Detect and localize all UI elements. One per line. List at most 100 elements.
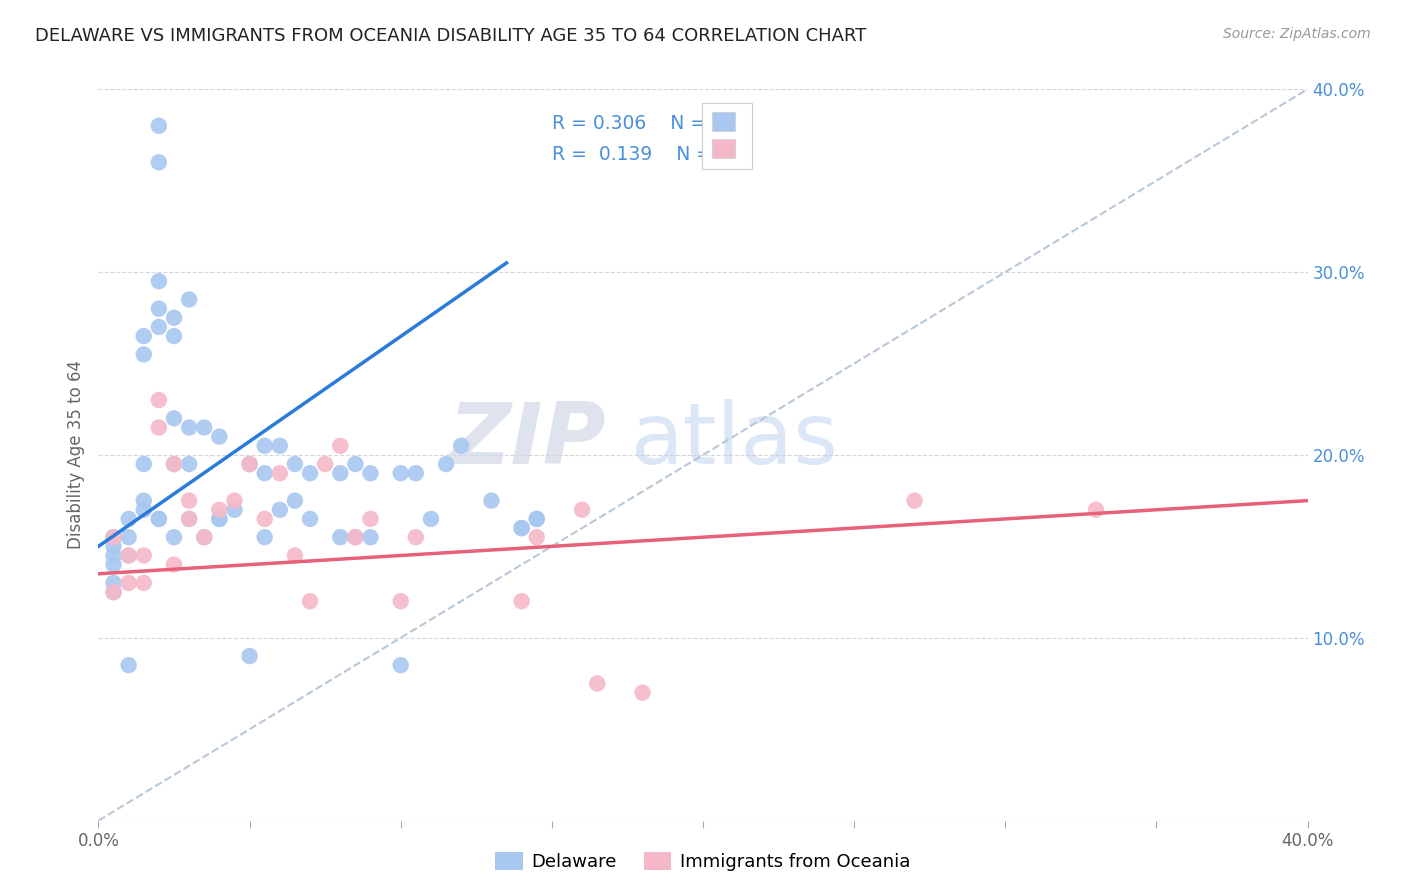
- Point: [179, 512, 201, 526]
- Point: [329, 530, 352, 544]
- Point: [284, 549, 307, 563]
- Point: [389, 594, 412, 608]
- Point: [344, 457, 367, 471]
- Point: [163, 329, 186, 343]
- Point: [193, 420, 215, 434]
- Point: [510, 594, 533, 608]
- Point: [526, 530, 548, 544]
- Point: [179, 457, 201, 471]
- Point: [163, 411, 186, 425]
- Point: [103, 549, 125, 563]
- Point: [132, 549, 155, 563]
- Text: R = 0.306    N = 65: R = 0.306 N = 65: [551, 114, 735, 134]
- Point: [253, 466, 276, 480]
- Point: [904, 493, 927, 508]
- Text: ZIP: ZIP: [449, 399, 606, 482]
- Legend: , : ,: [702, 103, 752, 169]
- Point: [510, 521, 533, 535]
- Point: [118, 549, 141, 563]
- Point: [179, 493, 201, 508]
- Point: [118, 549, 141, 563]
- Text: atlas: atlas: [630, 399, 838, 482]
- Point: [132, 493, 155, 508]
- Point: [239, 457, 262, 471]
- Point: [420, 512, 443, 526]
- Point: [284, 493, 307, 508]
- Text: DELAWARE VS IMMIGRANTS FROM OCEANIA DISABILITY AGE 35 TO 64 CORRELATION CHART: DELAWARE VS IMMIGRANTS FROM OCEANIA DISA…: [35, 27, 866, 45]
- Point: [148, 420, 170, 434]
- Point: [405, 466, 427, 480]
- Point: [103, 558, 125, 572]
- Point: [224, 493, 246, 508]
- Point: [193, 530, 215, 544]
- Point: [269, 439, 291, 453]
- Point: [631, 686, 654, 700]
- Point: [132, 576, 155, 591]
- Point: [481, 493, 503, 508]
- Point: [253, 512, 276, 526]
- Point: [329, 439, 352, 453]
- Point: [148, 512, 170, 526]
- Point: [103, 576, 125, 591]
- Point: [179, 293, 201, 307]
- Point: [148, 392, 170, 407]
- Point: [253, 439, 276, 453]
- Text: Source: ZipAtlas.com: Source: ZipAtlas.com: [1223, 27, 1371, 41]
- Point: [571, 503, 593, 517]
- Point: [586, 676, 609, 690]
- Point: [253, 530, 276, 544]
- Point: [450, 439, 472, 453]
- Point: [118, 576, 141, 591]
- Point: [389, 658, 412, 673]
- Point: [103, 530, 125, 544]
- Point: [103, 585, 125, 599]
- Point: [299, 594, 322, 608]
- Point: [1085, 503, 1108, 517]
- Point: [118, 512, 141, 526]
- Point: [148, 274, 170, 288]
- Point: [360, 466, 382, 480]
- Point: [510, 521, 533, 535]
- Point: [132, 503, 155, 517]
- Legend: Delaware, Immigrants from Oceania: Delaware, Immigrants from Oceania: [488, 845, 918, 879]
- Point: [269, 503, 291, 517]
- Point: [193, 530, 215, 544]
- Point: [148, 155, 170, 169]
- Point: [208, 512, 231, 526]
- Point: [163, 310, 186, 325]
- Point: [148, 319, 170, 334]
- Point: [208, 512, 231, 526]
- Point: [132, 457, 155, 471]
- Point: [118, 658, 141, 673]
- Point: [163, 530, 186, 544]
- Point: [299, 466, 322, 480]
- Point: [148, 301, 170, 316]
- Point: [344, 530, 367, 544]
- Point: [163, 457, 186, 471]
- Point: [314, 457, 336, 471]
- Y-axis label: Disability Age 35 to 64: Disability Age 35 to 64: [66, 360, 84, 549]
- Point: [526, 512, 548, 526]
- Point: [360, 512, 382, 526]
- Point: [132, 347, 155, 361]
- Point: [103, 539, 125, 553]
- Point: [405, 530, 427, 544]
- Point: [103, 530, 125, 544]
- Point: [208, 430, 231, 444]
- Point: [284, 457, 307, 471]
- Point: [163, 457, 186, 471]
- Point: [179, 512, 201, 526]
- Point: [148, 512, 170, 526]
- Point: [344, 530, 367, 544]
- Point: [132, 329, 155, 343]
- Text: R =  0.139    N = 33: R = 0.139 N = 33: [551, 145, 742, 164]
- Point: [526, 512, 548, 526]
- Point: [389, 466, 412, 480]
- Point: [269, 466, 291, 480]
- Point: [208, 503, 231, 517]
- Point: [434, 457, 457, 471]
- Point: [224, 503, 246, 517]
- Point: [239, 457, 262, 471]
- Point: [329, 466, 352, 480]
- Point: [360, 530, 382, 544]
